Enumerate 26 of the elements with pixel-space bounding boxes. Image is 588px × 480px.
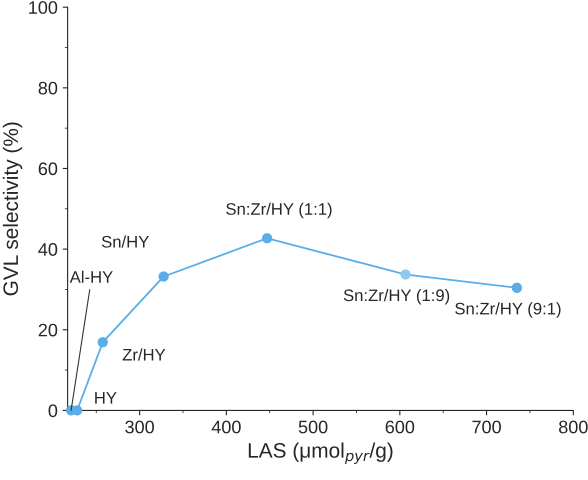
point (262, 233, 272, 244)
x-tick-label: 500 (298, 420, 328, 434)
x-tick-label: 800 (559, 420, 588, 434)
annotation: Sn/HY (102, 235, 149, 248)
x-tick-label: 400 (212, 420, 241, 434)
x-axis-title: LAS (μmol$_{pyr}$/g) (248, 442, 392, 464)
y-tick-label: 60 (38, 162, 58, 176)
annotation: Sn:Zr/HY (9:1) (455, 302, 561, 318)
annotation: HY (95, 392, 117, 404)
y-tick-label: 40 (38, 243, 58, 256)
point (98, 337, 108, 348)
point (400, 269, 411, 280)
annotation: Al-HY (70, 270, 113, 283)
annotation: Zr/HY (122, 348, 166, 361)
x-tick-label: 600 (386, 420, 414, 434)
y-tick-label: 0 (48, 404, 58, 418)
y-axis-title: GVL selectivity (%) (2, 122, 22, 296)
y-tick-label: 80 (38, 82, 58, 95)
x-tick-label: 700 (472, 420, 501, 434)
y-tick-label: 20 (38, 324, 58, 336)
point (158, 271, 169, 282)
y-tick-label: 100 (29, 1, 58, 14)
point (512, 282, 522, 293)
annotation: Sn:Zr/HY (1:1) (226, 202, 332, 218)
x-tick-label: 300 (125, 420, 154, 434)
annotation: Sn:Zr/HY (1:9) (344, 288, 450, 305)
